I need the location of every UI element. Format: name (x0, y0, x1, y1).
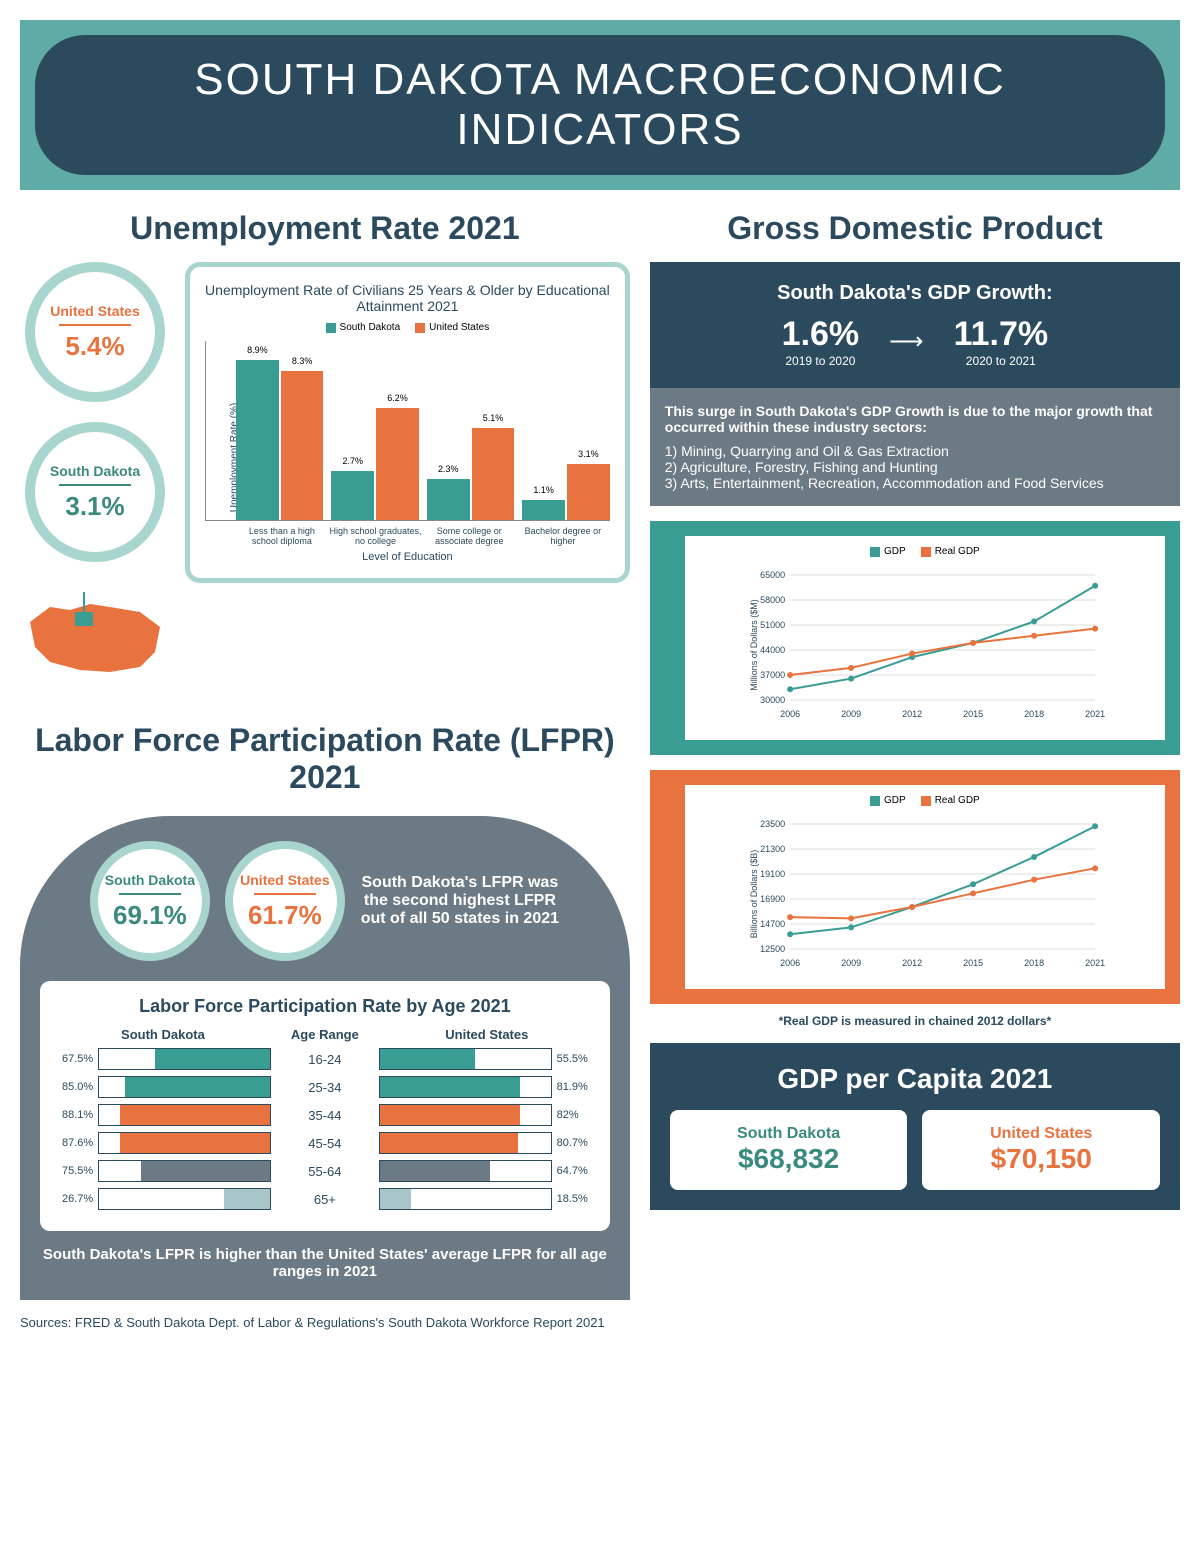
page-title: SOUTH DAKOTA MACROECONOMIC INDICATORS (75, 55, 1125, 155)
svg-text:16900: 16900 (760, 894, 785, 904)
svg-text:37000: 37000 (760, 670, 785, 680)
svg-text:2015: 2015 (963, 958, 983, 968)
svg-text:2006: 2006 (780, 709, 800, 719)
lfpr-age-row: 88.1%35-4482% (55, 1104, 595, 1126)
sd-lfpr-badge: South Dakota 69.1% (90, 841, 210, 961)
sd-gdp-chart: South Dakota GDP Real GDP 30000370004400… (650, 521, 1180, 755)
svg-text:2012: 2012 (902, 958, 922, 968)
sources: Sources: FRED & South Dakota Dept. of La… (20, 1315, 1180, 1330)
svg-text:2021: 2021 (1085, 958, 1105, 968)
svg-text:51000: 51000 (760, 620, 785, 630)
us-unemployment-badge: United States 5.4% (25, 262, 165, 402)
sd-line-chart-svg: 30000 37000 44000 51000 58000 65000 2006 2009 20… (695, 565, 1155, 725)
svg-text:2009: 2009 (841, 709, 861, 719)
svg-text:2006: 2006 (780, 958, 800, 968)
unemployment-title: Unemployment Rate 2021 (20, 210, 630, 247)
lfpr-age-row: 67.5%16-2455.5% (55, 1048, 595, 1070)
svg-text:65000: 65000 (760, 570, 785, 580)
us-capita-box: United States $70,150 (922, 1110, 1160, 1190)
sd-label: South Dakota (50, 463, 140, 479)
legend-us: United States (415, 322, 489, 333)
lfpr-age-chart: Labor Force Participation Rate by Age 20… (40, 981, 610, 1231)
gdp-growth-to: 11.7% (954, 315, 1049, 354)
lfpr-panel: South Dakota 69.1% United States 61.7% S… (20, 816, 630, 1300)
us-unemployment-value: 5.4% (65, 331, 124, 362)
lfpr-footer: South Dakota's LFPR is higher than the U… (40, 1246, 610, 1280)
svg-text:58000: 58000 (760, 595, 785, 605)
svg-text:21300: 21300 (760, 844, 785, 854)
title-pill: SOUTH DAKOTA MACROECONOMIC INDICATORS (35, 35, 1165, 175)
gdp-sectors: This surge in South Dakota's GDP Growth … (650, 388, 1180, 506)
sd-capita-box: South Dakota $68,832 (670, 1110, 908, 1190)
us-map-icon (20, 592, 170, 692)
svg-text:Billions of Dollars ($B): Billions of Dollars ($B) (749, 850, 759, 939)
lfpr-age-row: 75.5%55-6464.7% (55, 1160, 595, 1182)
svg-text:2018: 2018 (1024, 958, 1044, 968)
svg-text:2012: 2012 (902, 709, 922, 719)
gdp-title: Gross Domestic Product (650, 210, 1180, 247)
us-lfpr-badge: United States 61.7% (225, 841, 345, 961)
svg-text:23500: 23500 (760, 819, 785, 829)
svg-text:44000: 44000 (760, 645, 785, 655)
header-banner: SOUTH DAKOTA MACROECONOMIC INDICATORS (20, 20, 1180, 190)
svg-text:2021: 2021 (1085, 709, 1105, 719)
arrow-icon: ⟶ (889, 327, 923, 356)
svg-text:2015: 2015 (963, 709, 983, 719)
svg-text:14700: 14700 (760, 919, 785, 929)
unemployment-bar-chart: Unemployment Rate of Civilians 25 Years … (185, 262, 630, 583)
svg-text:30000: 30000 (760, 695, 785, 705)
gdp-growth-from: 1.6% (782, 315, 860, 354)
gdp-growth-box: South Dakota's GDP Growth: 1.6% 2019 to … (650, 262, 1180, 388)
us-gdp-chart: United States GDP Real GDP 1250014700169… (650, 770, 1180, 1004)
svg-text:12500: 12500 (760, 944, 785, 954)
us-line-chart-svg: 12500 14700 16900 19100 21300 23500 2006 2009 20… (695, 814, 1155, 974)
svg-text:2009: 2009 (841, 958, 861, 968)
us-label: United States (50, 303, 139, 319)
svg-text:19100: 19100 (760, 869, 785, 879)
svg-text:2018: 2018 (1024, 709, 1044, 719)
lfpr-age-row: 26.7%65+18.5% (55, 1188, 595, 1210)
gdp-note: *Real GDP is measured in chained 2012 do… (650, 1014, 1180, 1028)
sd-unemployment-value: 3.1% (65, 491, 124, 522)
svg-text:Millions of Dollars ($M): Millions of Dollars ($M) (749, 599, 759, 691)
gdp-capita-panel: GDP per Capita 2021 South Dakota $68,832… (650, 1043, 1180, 1210)
lfpr-age-row: 87.6%45-5480.7% (55, 1132, 595, 1154)
bar-chart-title: Unemployment Rate of Civilians 25 Years … (205, 282, 610, 314)
lfpr-note: South Dakota's LFPR was the second highe… (360, 874, 560, 928)
lfpr-age-row: 85.0%25-3481.9% (55, 1076, 595, 1098)
sd-unemployment-badge: South Dakota 3.1% (25, 422, 165, 562)
lfpr-title: Labor Force Participation Rate (LFPR) 20… (20, 722, 630, 796)
legend-sd: South Dakota (326, 322, 401, 333)
